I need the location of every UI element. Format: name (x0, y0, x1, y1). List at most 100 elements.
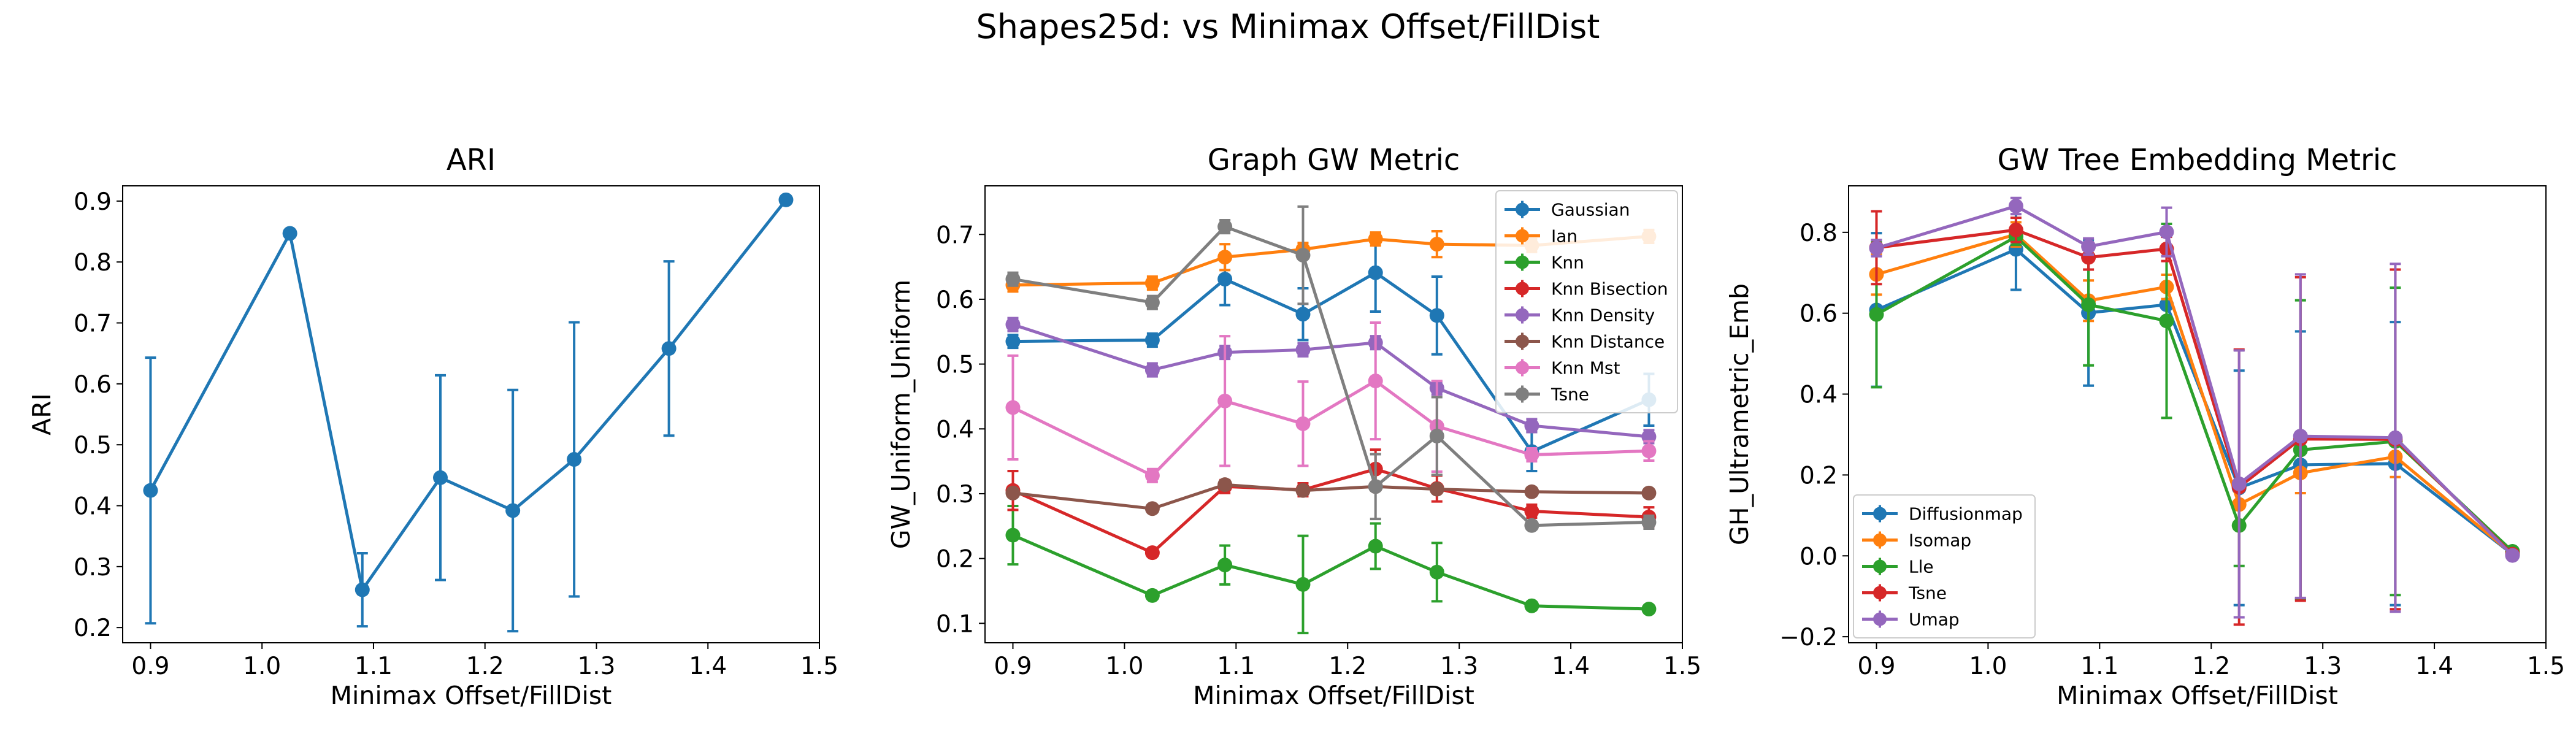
data-point (1295, 307, 1311, 322)
x-tick-label: 1.4 (689, 653, 727, 680)
series-line (1012, 467, 1649, 554)
data-point (1295, 416, 1311, 431)
legend-marker (1873, 559, 1887, 573)
legend-box (1853, 494, 2036, 638)
y-tick-label: 0.6 (1800, 301, 1838, 328)
y-tick-label: 0.5 (936, 351, 974, 379)
data-point (1005, 272, 1021, 287)
data-point (1524, 418, 1539, 433)
legend-marker (1516, 255, 1529, 269)
y-tick-label: 0.7 (74, 310, 112, 338)
data-point (1217, 477, 1233, 493)
data-point (1144, 332, 1160, 348)
x-tick-label: 1.1 (2080, 653, 2118, 680)
x-tick-label: 1.2 (2192, 653, 2230, 680)
data-point (1295, 248, 1311, 263)
data-point (1524, 484, 1539, 499)
series-umap (1869, 196, 2520, 619)
legend-label: Gaussian (1551, 200, 1630, 220)
x-axis-label: Minimax Offset/FillDist (2057, 681, 2338, 710)
data-point (433, 470, 448, 485)
x-tick-label: 1.5 (2527, 653, 2565, 680)
data-point (2231, 476, 2247, 491)
y-tick-label: 0.8 (74, 249, 112, 277)
data-point (567, 452, 582, 467)
data-point (1524, 518, 1539, 533)
y-axis-label: GW_Uniform_Uniform (886, 280, 916, 549)
legend-item: Knn Distance (1505, 332, 1665, 352)
legend-label: Isomap (1909, 531, 1971, 551)
legend-item: Gaussian (1505, 200, 1630, 220)
x-tick-label: 1.0 (1969, 653, 2007, 680)
data-point (2008, 198, 2023, 213)
legend-label: Diffusionmap (1909, 504, 2023, 524)
data-point (1429, 237, 1444, 252)
subplot-gw-tree-embedding-metric: 0.9 1.0 1.1 1.2 1.3 1.4 1.5 −0.2 0.0 0.2 0.4 0.6 0.8… (1725, 143, 2565, 710)
x-tick-label: 1.3 (577, 653, 615, 680)
data-point (2008, 222, 2023, 237)
data-point (1144, 295, 1160, 310)
x-tick-label: 1.2 (466, 653, 504, 680)
x-tick-label: 1.3 (2304, 653, 2342, 680)
legend-marker (1873, 507, 1887, 521)
data-point (1429, 564, 1444, 580)
y-tick-label: 0.4 (936, 416, 974, 443)
data-point (2081, 239, 2096, 254)
legend-layer: Gaussian Ian Knn Knn Bisection Knn Density Kn… (1495, 190, 1678, 413)
legend-item: Knn Bisection (1505, 279, 1668, 299)
data-point (1429, 481, 1444, 497)
legend-layer: Diffusionmap Isomap Lle Tsne Umap (1853, 494, 2036, 638)
x-tick-label: 0.9 (1857, 653, 1895, 680)
legend-label: Knn (1551, 253, 1584, 273)
y-tick-label: 0.4 (74, 493, 112, 521)
legend-item: Umap (1862, 610, 1960, 630)
data-point (1217, 250, 1233, 265)
series-tsne (1005, 205, 1657, 533)
legend-marker (1516, 282, 1529, 296)
y-tick-label: 0.4 (1800, 381, 1838, 409)
legend-marker (1516, 308, 1529, 322)
data-point (1429, 308, 1444, 323)
legend-marker (1516, 202, 1529, 217)
data-point (1144, 362, 1160, 378)
legend-marker (1516, 361, 1529, 375)
subplot-title: Graph GW Metric (1208, 143, 1460, 177)
x-tick-label: 0.9 (131, 653, 169, 680)
series-line (1876, 235, 2514, 553)
y-tick-label: 0.1 (936, 610, 974, 638)
x-tick-label: 1.5 (1663, 653, 1701, 680)
legend-marker (1873, 612, 1887, 626)
series (143, 192, 794, 633)
data-point (1144, 468, 1160, 483)
legend-label: Umap (1909, 610, 1960, 630)
y-tick-label: 0.2 (74, 615, 112, 642)
series-line (1013, 483, 1649, 510)
y-tick-label: 0.3 (74, 554, 112, 581)
data-point (1368, 479, 1383, 494)
data-point (1641, 443, 1657, 459)
y-axis-label: GH_Ultrametric_Emb (1725, 283, 1754, 545)
legend-label: Lle (1909, 557, 1934, 577)
data-point (505, 503, 521, 518)
legend-marker (1873, 586, 1887, 600)
data-point (1295, 577, 1311, 592)
data-point (2081, 297, 2096, 312)
ticks-layer: 0.9 1.0 1.1 1.2 1.3 1.4 1.5 −0.2 0.0 0.2 0.4 0.6 0.8 (1779, 220, 2565, 680)
data-point (1217, 219, 1233, 234)
x-tick-label: 1.0 (243, 653, 281, 680)
legend-marker (1516, 229, 1529, 243)
subplot-graph-gw-metric: 0.9 1.0 1.1 1.2 1.3 1.4 1.5 0.1 0.2 0.3 0.4 0.5 0.6 0… (886, 143, 1701, 710)
data-point (1368, 374, 1383, 389)
data-point (1429, 428, 1444, 443)
legend-item: Knn Density (1505, 305, 1655, 326)
legend-item: Ian (1505, 226, 1577, 247)
data-point (1295, 342, 1311, 358)
series-knn-density (1005, 316, 1657, 445)
data-point (1869, 240, 1884, 256)
data-point (1144, 275, 1160, 291)
data-layer (143, 192, 794, 633)
series-line (1876, 204, 2514, 557)
subplot-ari: 0.9 1.0 1.1 1.2 1.3 1.4 1.5 0.2 0.3 0.4 0.5 0.6 0.7 0… (27, 143, 838, 710)
legend-item: Tsne (1862, 583, 1947, 604)
y-tick-label: 0.3 (936, 481, 974, 508)
